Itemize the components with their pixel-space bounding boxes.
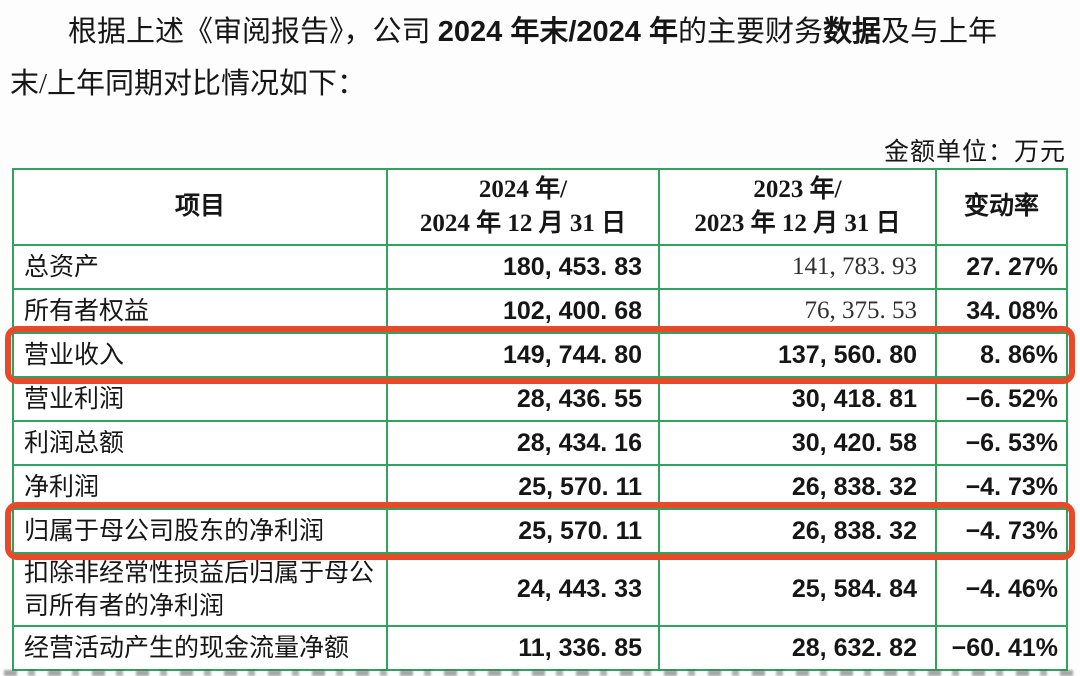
table-row: 利润总额 28, 434. 16 30, 420. 58 −6. 53% (12, 420, 1068, 466)
previous-value-cell: 76, 375. 53 (658, 288, 937, 334)
current-value-cell: 149, 744. 80 (386, 332, 660, 378)
change-value-cell: 34. 08% (935, 288, 1068, 334)
change-value-cell: −4. 73% (935, 508, 1068, 554)
row-label-cell: 所有者权益 (12, 288, 388, 334)
row-label-cell: 总资产 (12, 244, 388, 290)
row-label-cell: 扣除非经常性损益后归属于母公司所有者的净利润 (12, 552, 388, 627)
change-value-cell: 8. 86% (935, 332, 1068, 378)
previous-value-cell: 28, 632. 82 (658, 625, 937, 671)
change-value-cell: −4. 46% (935, 552, 1068, 627)
current-value-cell: 102, 400. 68 (386, 288, 660, 334)
intro-bold-data: 数据 (822, 16, 881, 48)
header-current-line2: 2024 年 12 月 31 日 (419, 210, 627, 237)
current-value-cell: 24, 443. 33 (386, 552, 660, 627)
table-header-change: 变动率 (935, 168, 1068, 246)
current-value-cell: 28, 436. 55 (386, 376, 660, 422)
previous-value-cell: 141, 783. 93 (658, 244, 937, 290)
table-row: 所有者权益 102, 400. 68 76, 375. 53 34. 08% (12, 288, 1068, 334)
previous-value-cell: 137, 560. 80 (658, 332, 937, 378)
intro-text: 的主要财务 (677, 16, 823, 48)
current-value-cell: 180, 453. 83 (386, 244, 660, 290)
change-value-cell: −6. 52% (935, 376, 1068, 422)
header-previous-line1: 2023 年/ (753, 176, 842, 203)
intro-line-1: 根据上述《审阅报告》，公司 2024 年末/2024 年的主要财务数据及与上年 (10, 6, 1072, 58)
table-row: 扣除非经常性损益后归属于母公司所有者的净利润 24, 443. 33 25, 5… (12, 552, 1068, 627)
table-row: 营业收入 149, 744. 80 137, 560. 80 8. 86% (12, 332, 1068, 378)
row-label-cell: 营业收入 (12, 332, 388, 378)
table-header-current: 2024 年/2024 年 12 月 31 日 (386, 168, 660, 246)
cropped-next-line (4, 670, 1076, 676)
row-label-cell: 营业利润 (12, 376, 388, 422)
header-previous-line2: 2023 年 12 月 31 日 (694, 210, 901, 237)
table-row: 净利润 25, 570. 11 26, 838. 32 −4. 73% (12, 464, 1068, 510)
intro-text: 根据上述《审阅报告》，公司 (68, 16, 438, 48)
previous-value-cell: 30, 420. 58 (658, 420, 937, 466)
current-value-cell: 28, 434. 16 (386, 420, 660, 466)
table-row: 营业利润 28, 436. 55 30, 418. 81 −6. 52% (12, 376, 1068, 422)
previous-value-cell: 26, 838. 32 (658, 508, 937, 554)
intro-bold-period: 2024 年末/2024 年 (437, 16, 678, 48)
row-label-cell: 归属于母公司股东的净利润 (12, 508, 388, 554)
table-row: 总资产 180, 453. 83 141, 783. 93 27. 27% (12, 244, 1068, 290)
financial-table: 项目 2024 年/2024 年 12 月 31 日 2023 年/2023 年… (12, 168, 1068, 671)
change-value-cell: −6. 53% (935, 420, 1068, 466)
table-header-row: 项目 2024 年/2024 年 12 月 31 日 2023 年/2023 年… (12, 168, 1068, 246)
current-value-cell: 25, 570. 11 (386, 464, 660, 510)
previous-value-cell: 30, 418. 81 (658, 376, 937, 422)
intro-paragraph: 根据上述《审阅报告》，公司 2024 年末/2024 年的主要财务数据及与上年 … (10, 6, 1072, 110)
change-value-cell: 27. 27% (935, 244, 1068, 290)
change-value-cell: −60. 41% (935, 625, 1068, 671)
table-header-previous: 2023 年/2023 年 12 月 31 日 (658, 168, 937, 246)
table-row: 经营活动产生的现金流量净额 11, 336. 85 28, 632. 82 −6… (12, 625, 1068, 671)
table-body: 总资产 180, 453. 83 141, 783. 93 27. 27% 所有… (12, 244, 1068, 671)
table-header-item: 项目 (12, 168, 388, 246)
row-label-cell: 净利润 (12, 464, 388, 510)
row-label-cell: 经营活动产生的现金流量净额 (12, 625, 388, 671)
current-value-cell: 25, 570. 11 (386, 508, 660, 554)
previous-value-cell: 26, 838. 32 (658, 464, 937, 510)
intro-text: 及与上年 (881, 16, 998, 48)
current-value-cell: 11, 336. 85 (386, 625, 660, 671)
intro-line-2: 末/上年同期对比情况如下： (10, 68, 367, 100)
table-row: 归属于母公司股东的净利润 25, 570. 11 26, 838. 32 −4.… (12, 508, 1068, 554)
header-current-line1: 2024 年/ (478, 176, 568, 203)
unit-label: 金额单位：万元 (883, 139, 1066, 166)
change-value-cell: −4. 73% (935, 464, 1068, 510)
previous-value-cell: 25, 584. 84 (658, 552, 937, 627)
row-label-cell: 利润总额 (12, 420, 388, 466)
